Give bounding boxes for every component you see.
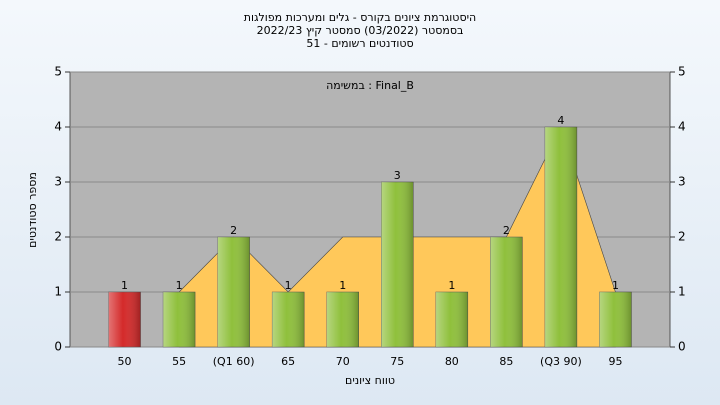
x-tick-label: 80 (445, 355, 459, 368)
bar-shade (599, 292, 632, 347)
bar-shade (272, 292, 305, 347)
y-tick-label: 0 (54, 340, 62, 354)
data-label: 1 (612, 279, 619, 292)
x-tick-label: 95 (608, 355, 622, 368)
y2-tick-label: 2 (678, 230, 686, 244)
x-axis-title: טווח ציונים (345, 374, 395, 387)
y2-tick-label: 5 (678, 65, 686, 79)
annotation: במשימה : Final_B (326, 79, 414, 92)
x-tick-label: 55 (172, 355, 186, 368)
y-axis-title: מספר סטודנטים (26, 172, 39, 248)
y2-tick-label: 4 (678, 120, 686, 134)
data-label: 1 (339, 279, 346, 292)
bar-shade (108, 292, 141, 347)
bar-shade (435, 292, 468, 347)
bar-shade (163, 292, 196, 347)
x-tick-label: 85 (499, 355, 513, 368)
bar-shade (217, 237, 250, 347)
x-tick-label: 70 (336, 355, 350, 368)
bar-shade (381, 182, 414, 347)
chart-title: היסטוגרמת ציונים בקורס - גלים ומערכות מפ… (244, 11, 476, 24)
y-tick-label: 1 (54, 285, 62, 299)
y2-tick-label: 0 (678, 340, 686, 354)
data-label: 1 (176, 279, 183, 292)
y-tick-label: 3 (54, 175, 62, 189)
chart-subtitle: סטודנטים רשומים - 51 (306, 37, 413, 50)
data-label: 1 (285, 279, 292, 292)
x-tick-label: 50 (118, 355, 132, 368)
data-label: 3 (394, 169, 401, 182)
x-tick-label: (Q3 90) (540, 355, 582, 368)
data-label: 1 (448, 279, 455, 292)
bar-shade (490, 237, 523, 347)
y-tick-label: 5 (54, 65, 62, 79)
y-tick-label: 4 (54, 120, 62, 134)
data-label: 2 (230, 224, 237, 237)
bar-shade (544, 127, 577, 347)
chart-subtitle: בסמסטר (03/2022) סמסטר קיץ 2022/23 (257, 24, 464, 37)
y2-tick-label: 3 (678, 175, 686, 189)
bar-shade (326, 292, 359, 347)
data-label: 4 (557, 114, 564, 127)
data-label: 1 (121, 279, 128, 292)
x-tick-label: (Q1 60) (213, 355, 255, 368)
y-tick-label: 2 (54, 230, 62, 244)
data-label: 2 (503, 224, 510, 237)
x-tick-label: 65 (281, 355, 295, 368)
y2-tick-label: 1 (678, 285, 686, 299)
x-tick-label: 75 (390, 355, 404, 368)
